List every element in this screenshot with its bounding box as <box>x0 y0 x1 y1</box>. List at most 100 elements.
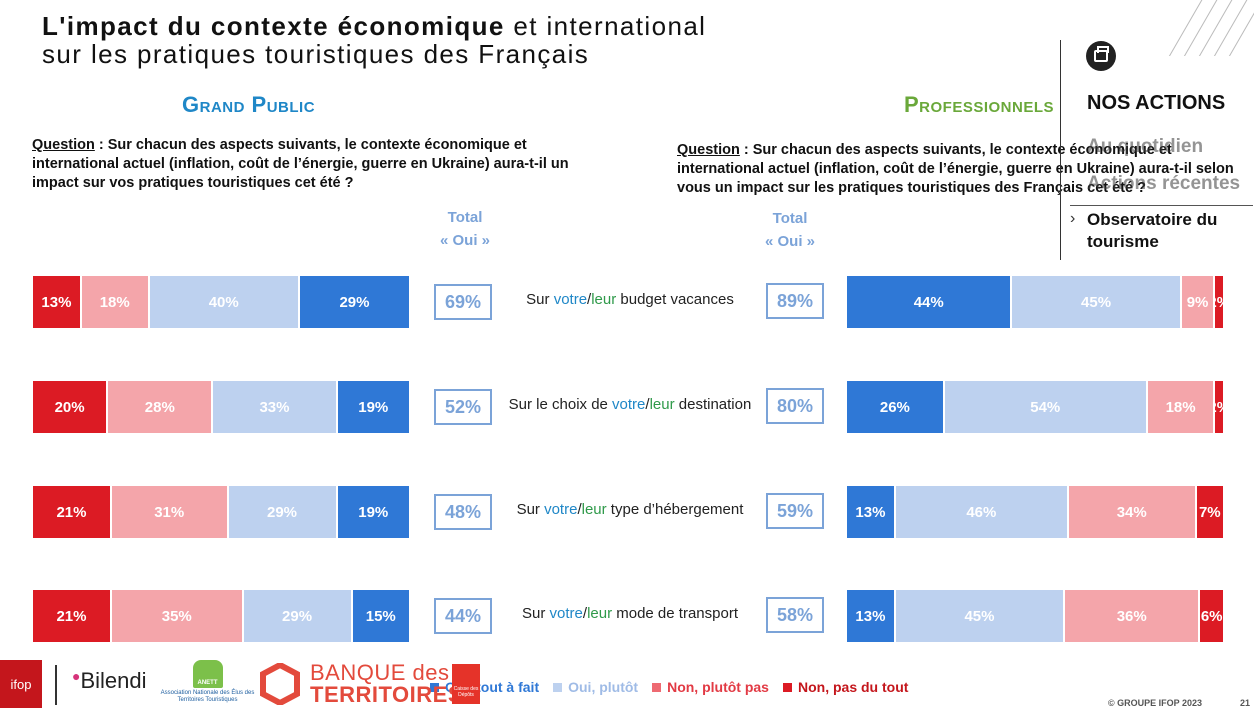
bar-segment-non-plutot: 31% <box>111 486 229 538</box>
total-header-line2: « Oui » <box>764 233 816 250</box>
bar-segment-oui-plutot: 45% <box>895 590 1066 642</box>
nav-item-actions-recentes[interactable]: Actions récentes <box>1087 173 1241 194</box>
page-number: 21 <box>1240 698 1251 708</box>
question-professionnels: Question : Sur chacun des aspects suivan… <box>677 141 1237 198</box>
bar-segment-non-plutot: 34% <box>1068 486 1197 538</box>
legend-label: Non, pas du tout <box>797 679 909 695</box>
bar-segment-oui-plutot: 46% <box>895 486 1069 538</box>
page-title: L'impact du contexte économique et inter… <box>42 12 706 68</box>
bar-professionnels: 44%45%9%2% <box>847 276 1223 328</box>
aspect-label-leur: leur <box>581 501 607 518</box>
chart-legend: Oui, tout à fait Oui, plutôt Non, plutôt… <box>430 679 908 695</box>
bar-segment-oui-plutot: 29% <box>243 590 353 642</box>
legend-label: Oui, plutôt <box>568 679 639 695</box>
bar-segment-oui-fait: 29% <box>299 276 409 328</box>
legend-item-non-plutot: Non, plutôt pas <box>652 679 769 695</box>
legend-swatch <box>553 682 563 692</box>
total-oui-box: 80% <box>766 388 824 424</box>
bar-segment-non-plutot: 35% <box>111 590 244 642</box>
bar-segment-non-plutot: 18% <box>1147 381 1216 433</box>
bar-segment-oui-fait: 26% <box>847 381 945 433</box>
legend-swatch <box>430 682 439 692</box>
aspect-label-slash: / <box>645 396 650 413</box>
bar-segment-oui-fait: 44% <box>847 276 1013 328</box>
total-oui-box: 58% <box>766 597 824 633</box>
aspect-label-slash: / <box>582 605 588 622</box>
title-bold: L'impact du contexte économique <box>42 11 505 41</box>
bilendi-text: Bilendi <box>80 668 147 693</box>
chevron-right-icon: › <box>1070 210 1076 227</box>
aspect-label-leur: leur <box>649 396 675 413</box>
legend-swatch <box>782 682 792 692</box>
bar-segment-non-plutot: 28% <box>108 381 214 433</box>
question-grand-public: Question : Sur chacun des aspects suivan… <box>32 136 602 193</box>
bar-segment-non-pas: 21% <box>33 486 112 538</box>
bar-segment-oui-fait: 19% <box>337 486 409 538</box>
banque-line1: BANQUE des <box>310 660 450 685</box>
total-oui-box: 89% <box>766 283 824 319</box>
decorative-lines <box>1164 0 1254 56</box>
legend-item-non-pas: Non, pas du tout <box>782 679 909 695</box>
total-oui-box: 69% <box>434 284 492 320</box>
aspect-label: Sur le choix de votre/leur destination <box>495 396 765 413</box>
bar-segment-oui-fait: 19% <box>337 381 409 433</box>
question-label: Question <box>32 137 95 153</box>
total-header-line2: « Oui » <box>439 232 491 249</box>
print-button[interactable] <box>1086 41 1116 71</box>
caisse-des-depots-logo: Caisse des Dépôts <box>452 664 480 704</box>
bar-grand-public: 21% 35% 29% 15% <box>33 590 409 642</box>
total-oui-box: 52% <box>434 389 492 425</box>
bar-professionnels: 13% 46% 34% 7% <box>847 486 1223 538</box>
aspect-label-votre: votre <box>553 291 588 308</box>
bar-segment-non-plutot: 18% <box>81 276 150 328</box>
bar-grand-public: 21% 31% 29% 19% <box>33 486 409 538</box>
nav-title: NOS ACTIONS <box>1087 92 1226 114</box>
title-rest: et international <box>504 11 707 41</box>
bar-segment-non-pas: 21% <box>33 590 112 642</box>
bar-grand-public: 20% 28% 33% 19% <box>33 381 409 433</box>
aspect-label-post: type d’hébergement <box>606 501 744 518</box>
bar-segment-oui-fait: 13% <box>847 590 896 642</box>
aspect-label-slash: / <box>587 291 592 308</box>
aspect-label-pre: Sur <box>522 605 550 622</box>
printer-icon <box>1094 46 1109 62</box>
anett-mark-icon: ANETT <box>192 660 223 688</box>
bar-professionnels: 26%54%18%2% <box>847 381 1223 433</box>
copyright: © GROUPE IFOP 2023 <box>1108 698 1202 708</box>
nav-divider <box>1060 40 1061 260</box>
bar-segment-non-plutot: 9% <box>1181 276 1216 328</box>
question-text: : Sur chacun des aspects suivants, le co… <box>677 142 1234 196</box>
aspect-label-post: destination <box>674 396 752 413</box>
ifop-logo: ifop <box>0 660 42 708</box>
bar-segment-oui-plutot: 54% <box>944 381 1148 433</box>
nav-item-au-quotidien[interactable]: Au quotidien <box>1087 136 1204 157</box>
bar-segment-non-pas: 6% <box>1200 590 1223 642</box>
grand-public-heading: Grand Public <box>182 92 316 117</box>
aspect-label-slash: / <box>577 501 582 518</box>
aspect-label-pre: Sur <box>516 501 545 518</box>
aspect-label-leur: leur <box>587 605 613 622</box>
bar-segment-oui-fait: 13% <box>847 486 896 538</box>
bar-segment-non-plutot: 36% <box>1065 590 1201 642</box>
aspect-label-leur: leur <box>591 291 617 308</box>
nav-item-observatoire[interactable]: Observatoire du tourisme <box>1087 209 1217 253</box>
banque-line2: TERRITOIRES <box>310 682 464 707</box>
total-oui-box: 44% <box>434 598 492 634</box>
aspect-label-post: budget vacances <box>616 291 734 308</box>
bar-segment-oui-plutot: 40% <box>149 276 300 328</box>
bilendi-logo: ●Bilendi <box>72 668 147 693</box>
nav-item-label: Observatoire du <box>1087 210 1218 229</box>
bar-segment-oui-plutot: 29% <box>228 486 338 538</box>
aspect-label: Sur votre/leur budget vacances <box>495 291 765 308</box>
bar-segment-non-pas: 13% <box>33 276 82 328</box>
nav-item-label: tourisme <box>1087 232 1159 251</box>
hexagon-icon <box>260 663 300 705</box>
bar-segment-oui-plutot: 33% <box>213 381 338 433</box>
bar-segment-non-pas: 20% <box>33 381 109 433</box>
aspect-label-votre: votre <box>544 501 578 518</box>
question-text: : Sur chacun des aspects suivants, le co… <box>32 137 569 191</box>
aspect-label: Sur votre/leur type d’hébergement <box>495 501 765 518</box>
aspect-label-post: mode de transport <box>612 605 738 622</box>
total-oui-box: 48% <box>434 494 492 530</box>
logo-divider <box>55 665 57 705</box>
